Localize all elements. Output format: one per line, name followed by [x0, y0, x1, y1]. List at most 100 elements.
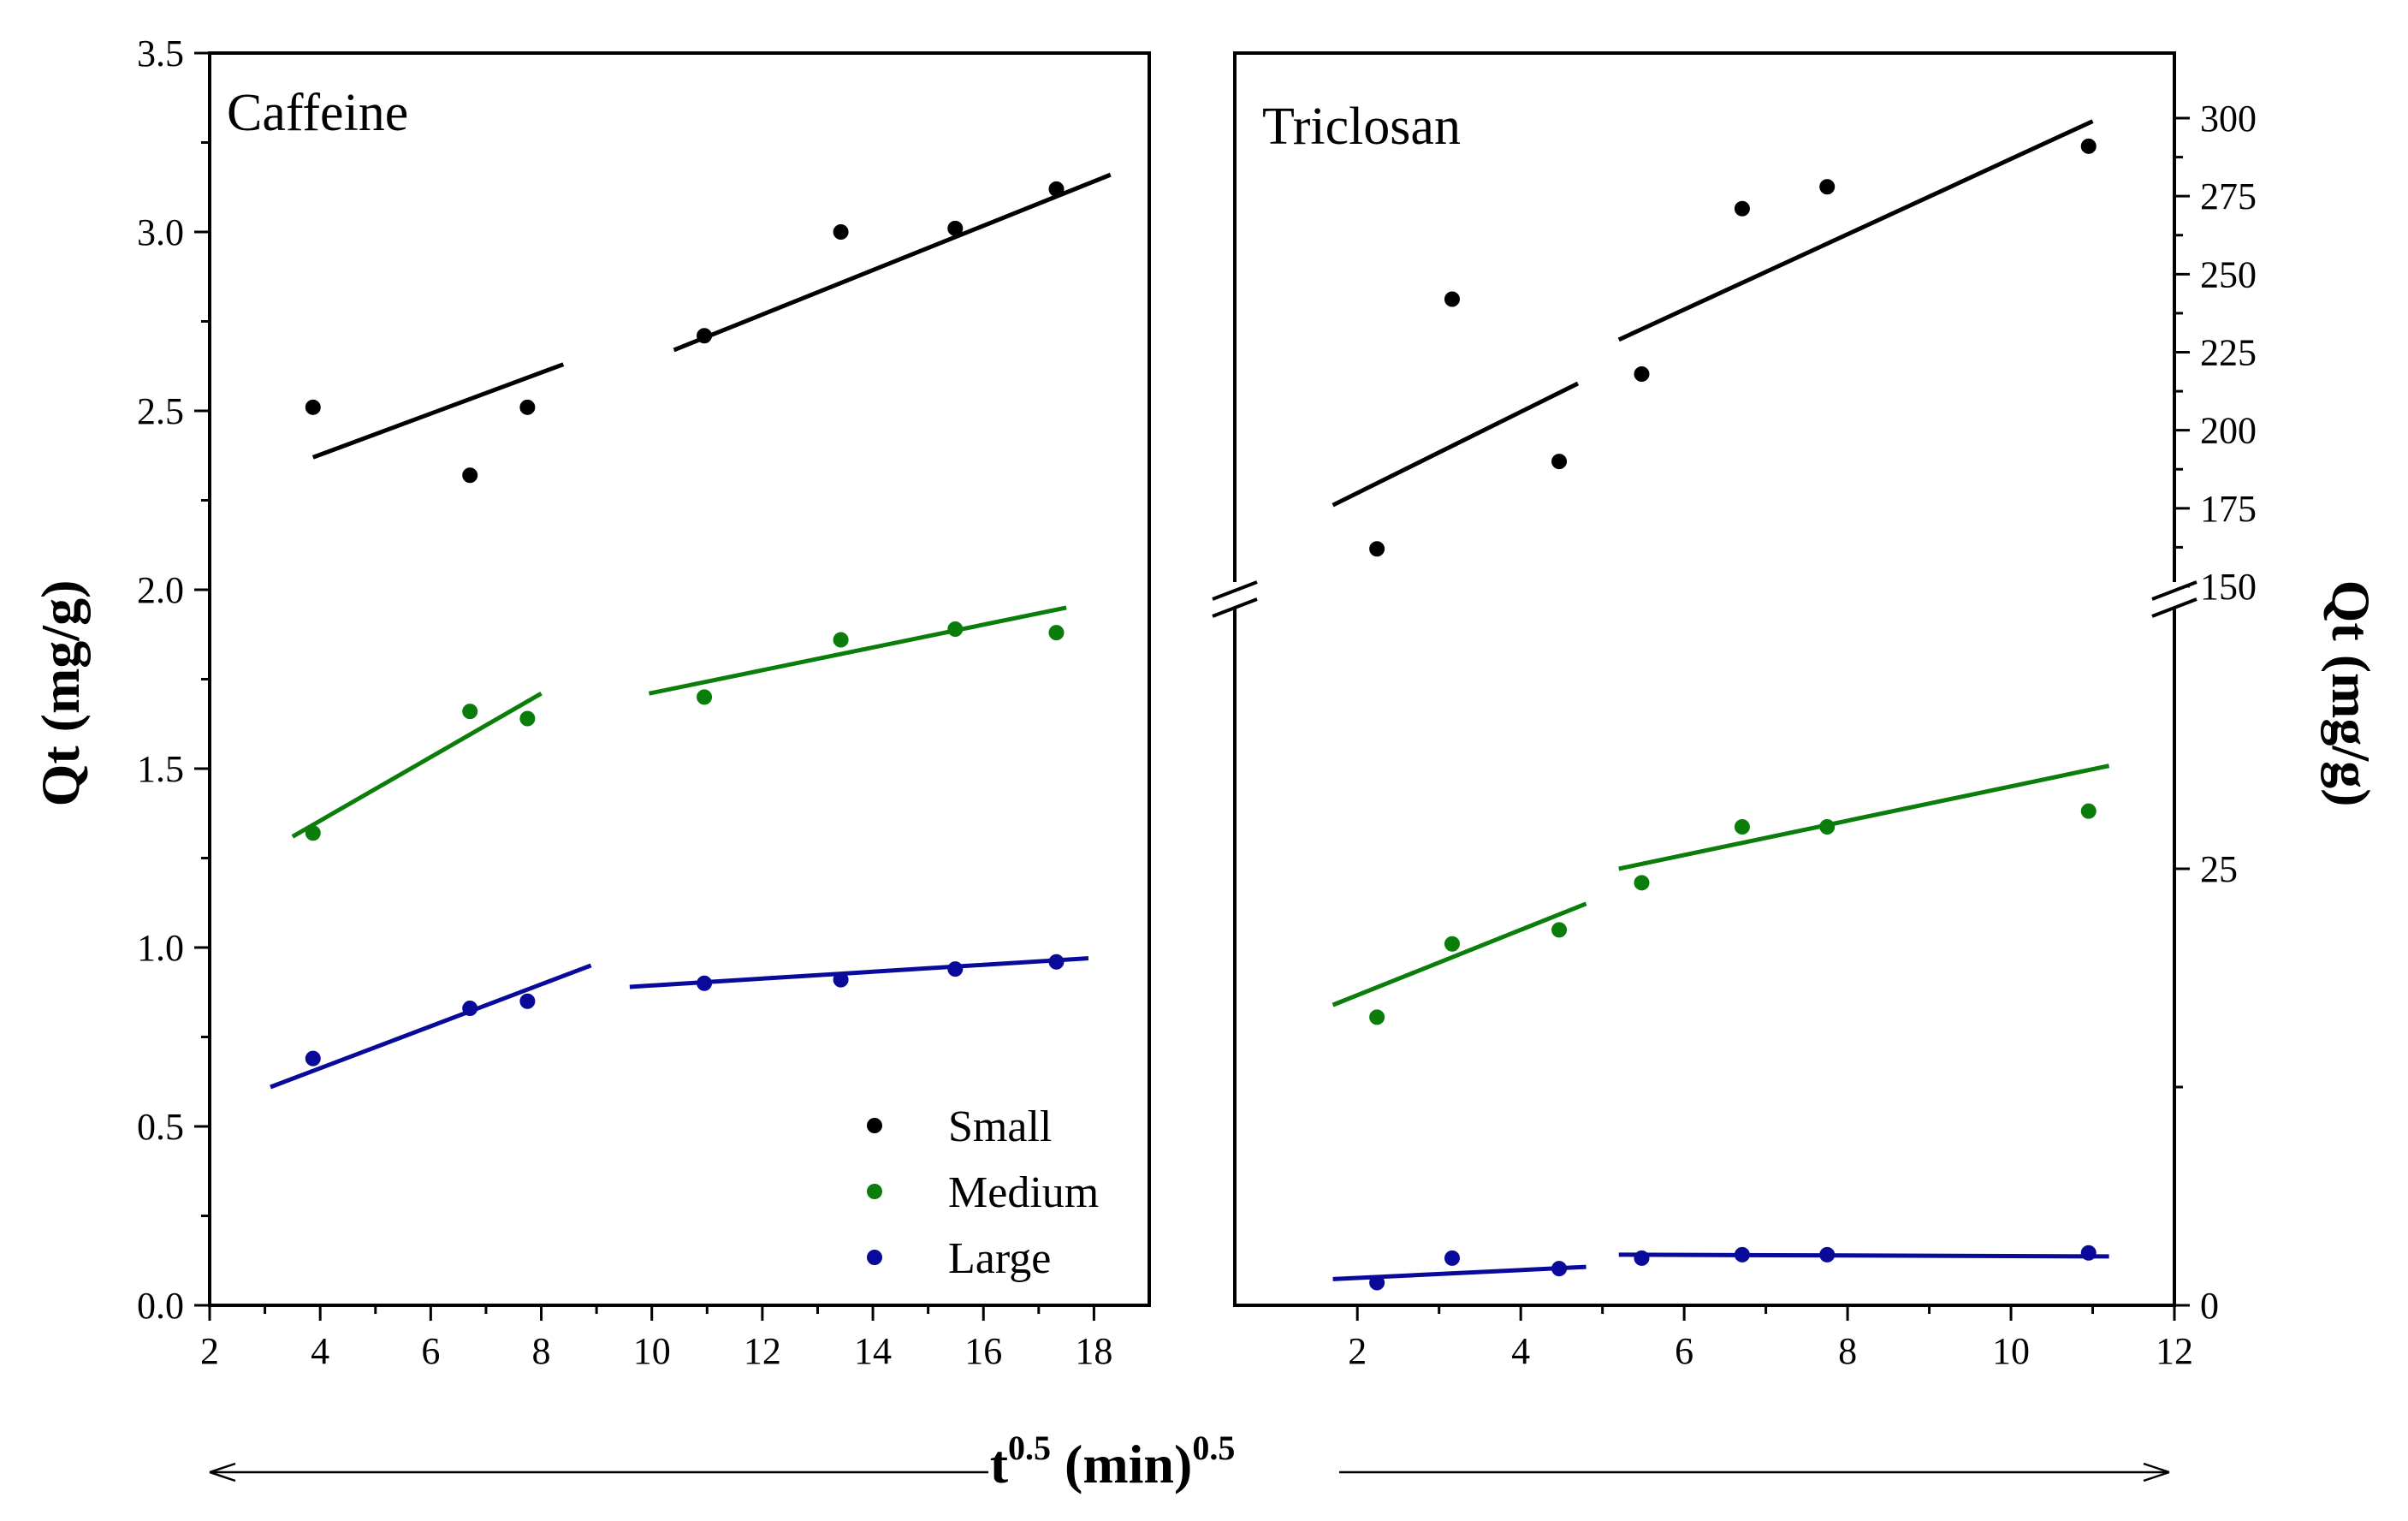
- x-axis-title-unit: (min): [1051, 1434, 1192, 1494]
- data-point-large: [305, 1050, 321, 1066]
- data-point-medium: [947, 621, 964, 637]
- x-tick-label: 8: [1838, 1330, 1857, 1372]
- legend-label-medium: Medium: [948, 1168, 1099, 1217]
- x-tick-label: 4: [311, 1330, 329, 1372]
- x-tick-label: 2: [1348, 1330, 1367, 1372]
- data-point-large: [1444, 1250, 1460, 1266]
- data-point-large: [1048, 954, 1065, 970]
- data-point-large: [2080, 1245, 2097, 1261]
- fit-line-small: [673, 172, 1112, 353]
- data-point-large: [462, 1001, 478, 1017]
- data-point-large: [1369, 1274, 1385, 1291]
- data-point-small: [462, 467, 478, 484]
- data-point-medium: [1734, 819, 1750, 835]
- legend-marker-large: [867, 1250, 882, 1265]
- x-tick-label: 4: [1511, 1330, 1530, 1372]
- x-tick-label: 6: [421, 1330, 440, 1372]
- data-point-medium: [1634, 875, 1650, 891]
- data-point-medium: [1444, 936, 1460, 952]
- data-point-small: [1634, 366, 1650, 383]
- data-point-large: [1551, 1261, 1568, 1277]
- data-point-small: [833, 224, 849, 240]
- x-axis-title-unit-exponent: 0.5: [1192, 1429, 1235, 1467]
- fit-line-small: [1617, 119, 2094, 342]
- x-tick-label: 14: [854, 1330, 892, 1372]
- x-tick-label: 10: [1992, 1330, 2030, 1372]
- x-tick-label: 18: [1075, 1330, 1112, 1372]
- y-tick-label: 200: [2200, 410, 2257, 452]
- y-tick-label: 25: [2200, 848, 2238, 890]
- y-tick-label: 175: [2200, 488, 2257, 530]
- data-point-small: [1551, 454, 1568, 470]
- x-tick-label: 12: [744, 1330, 781, 1372]
- x-axis-title: t0.5 (min)0.5: [990, 1429, 1236, 1494]
- data-point-medium: [1369, 1009, 1385, 1025]
- y-tick-label: 2.0: [137, 569, 184, 611]
- x-axis-title-exponent: 0.5: [1008, 1429, 1051, 1467]
- fit-line-large: [1618, 1252, 2109, 1259]
- y-tick-label: 3.0: [137, 211, 184, 253]
- y-tick-label: 0: [2200, 1285, 2219, 1327]
- legend-label-small: Small: [948, 1102, 1052, 1151]
- x-tick-label: 2: [200, 1330, 219, 1372]
- data-point-medium: [833, 632, 849, 648]
- data-point-small: [2080, 138, 2097, 154]
- caffeine-title: Caffeine: [227, 84, 408, 142]
- fit-line-medium: [1332, 901, 1587, 1007]
- axis-break-mark: [1212, 580, 1258, 601]
- y-tick-label: 300: [2200, 98, 2257, 140]
- y-tick-label: 225: [2200, 332, 2257, 374]
- fit-line-small: [311, 362, 565, 460]
- y-tick-label: 1.5: [137, 748, 184, 790]
- x-tick-label: 16: [964, 1330, 1002, 1372]
- data-point-small: [519, 399, 536, 415]
- data-point-small: [1734, 200, 1750, 217]
- plot-frame: [1233, 51, 2176, 1307]
- y-tick-label: 275: [2200, 175, 2257, 217]
- data-point-small: [947, 220, 964, 236]
- x-tick-label: 10: [633, 1330, 671, 1372]
- data-point-medium: [1551, 922, 1568, 938]
- y-tick-label: 250: [2200, 253, 2257, 295]
- y-axis-title-right: Qt (mg/g): [2321, 580, 2381, 807]
- y-tick-label: 2.5: [137, 390, 184, 432]
- x-tick-label: 8: [532, 1330, 551, 1372]
- panel-triclosan: 2 4 6 8 10 120 25 150 175 200 225 250 275 300: [1212, 51, 2257, 1372]
- data-point-small: [697, 328, 713, 344]
- data-point-medium: [305, 825, 321, 841]
- data-point-small: [1444, 291, 1460, 307]
- legend-marker-small: [867, 1118, 882, 1133]
- y-axis-title-left: Qt (mg/g): [30, 580, 91, 807]
- data-point-medium: [1048, 625, 1065, 641]
- x-axis-arrow-left: [209, 1462, 988, 1482]
- fit-line-small: [1332, 381, 1580, 508]
- data-point-medium: [462, 704, 478, 720]
- legend-marker-medium: [867, 1184, 882, 1199]
- fit-line-medium: [648, 605, 1067, 696]
- fit-line-large: [270, 963, 592, 1090]
- x-axis-title-base: t: [990, 1434, 1009, 1494]
- data-point-small: [1048, 181, 1065, 197]
- panel-caffeine: 2 4 6 8 10 12 14 16 18 0.0 0.5 1.0 1.5 2.0 2.5 3.0 3.5: [137, 33, 1151, 1372]
- x-tick-label: 12: [2156, 1330, 2193, 1372]
- axis-break-mark: [2151, 597, 2197, 618]
- x-tick-label: 6: [1675, 1330, 1693, 1372]
- x-axis-arrow-right: [1339, 1462, 2170, 1482]
- fit-line-large: [1332, 1264, 1587, 1281]
- data-point-medium: [697, 689, 713, 705]
- data-point-large: [833, 971, 849, 988]
- y-tick-label: 1.0: [137, 927, 184, 969]
- legend-label-large: Large: [948, 1234, 1051, 1283]
- y-tick-label: 3.5: [137, 33, 184, 74]
- data-point-large: [1634, 1250, 1650, 1266]
- legend: Small Medium Large: [867, 1102, 1099, 1283]
- fit-line-medium: [291, 692, 543, 839]
- y-tick-label: 150: [2200, 566, 2257, 608]
- y-tick-label: 0.5: [137, 1106, 184, 1148]
- data-point-large: [519, 993, 536, 1009]
- data-point-medium: [519, 710, 536, 727]
- y-tick-label: 0.0: [137, 1285, 184, 1327]
- fit-line-medium: [1618, 763, 2110, 871]
- data-point-large: [697, 975, 713, 991]
